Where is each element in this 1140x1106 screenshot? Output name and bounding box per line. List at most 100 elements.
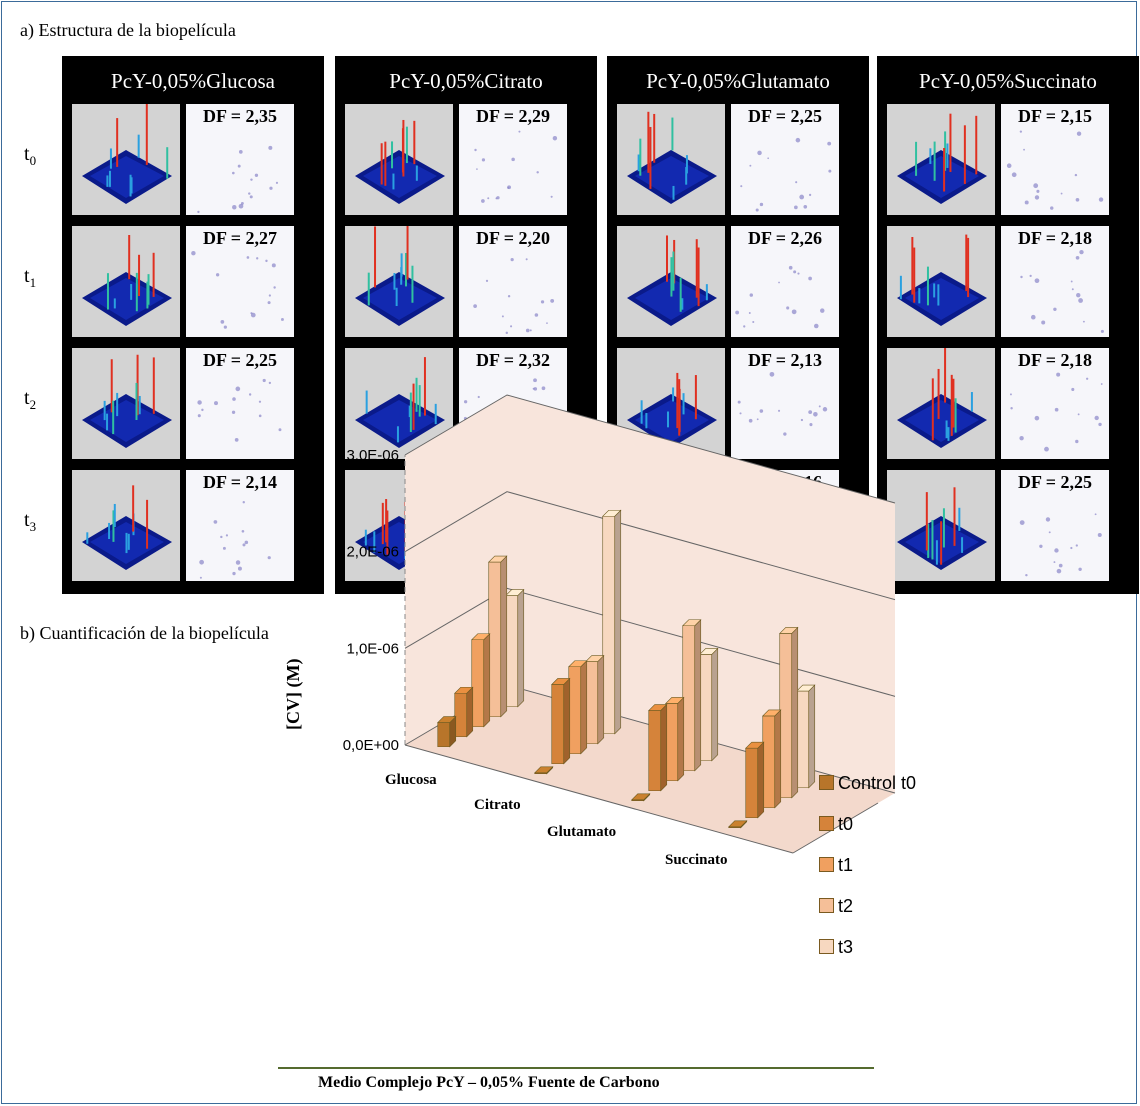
micrograph-image: DF = 2,14 [186, 470, 294, 581]
surface-plot-image [887, 226, 995, 337]
legend-item: t0 [819, 813, 853, 835]
micrograph-image: DF = 2,25 [186, 348, 294, 459]
bar-top [437, 716, 457, 723]
bar-t1-glucosa [471, 639, 485, 728]
section-b-title: b) Cuantificación de la biopelícula [20, 623, 269, 643]
surface-plot-image [345, 104, 453, 215]
bar-side [597, 654, 605, 745]
y-axis-label: [CV] (M) [283, 658, 303, 730]
x-category-label: Glucosa [385, 772, 437, 788]
bar-top [745, 741, 765, 749]
y-tick-label: 0,0E+00 [343, 737, 399, 754]
legend-item: t1 [819, 854, 853, 876]
panel-glucosa: PcY-0,05%Glucosa DF = 2,35 DF = 2,27 DF = 2… [62, 56, 324, 594]
bar-side [466, 686, 474, 738]
surface-plot-image [887, 348, 995, 459]
bar-top [505, 589, 525, 596]
surface-plot-image [887, 470, 995, 581]
legend-swatch [819, 898, 834, 913]
legend-swatch [819, 775, 834, 790]
y-tick-label: 1,0E-06 [346, 640, 399, 657]
figure-caption: Medio Complejo PcY – 0,05% Fuente de Car… [318, 1074, 660, 1091]
fractal-dimension-label: DF = 2,29 [475, 106, 551, 126]
surface-plot-image [72, 226, 180, 337]
panel-title: PcY-0,05%Citrato [389, 69, 543, 93]
row-label-t0: t0 [24, 143, 37, 168]
bar-t2-succinato [779, 633, 793, 799]
bar-top [631, 793, 651, 801]
bar-side [660, 703, 668, 792]
bar-control-t0-glucosa [437, 722, 451, 748]
panel-title: PcY-0,05%Succinato [919, 69, 1097, 93]
bar-side [808, 684, 816, 789]
legend-item: Control t0 [819, 772, 916, 794]
bar-t2-glutamato [682, 625, 696, 772]
bar-t2-citrato [585, 661, 599, 745]
fractal-dimension-label: DF = 2,13 [747, 350, 823, 370]
surface-plot-image [345, 226, 453, 337]
bar-side [791, 626, 799, 799]
fractal-dimension-label: DF = 2,15 [1017, 106, 1093, 126]
legend-swatch [819, 816, 834, 831]
y-tick-label: 3,0E-06 [346, 447, 399, 464]
bar-top [648, 704, 668, 711]
row-label-t3: t3 [24, 509, 37, 534]
y-tick-label: 2,0E-06 [346, 544, 399, 561]
gridline [404, 394, 896, 504]
bar-t3-glutamato [699, 654, 713, 762]
bar-t3-citrato [602, 515, 616, 735]
bar-t0-citrato [551, 684, 565, 765]
surface-plot-image [72, 104, 180, 215]
legend-swatch [819, 857, 834, 872]
legend-label: Control t0 [838, 773, 917, 793]
fractal-dimension-label: DF = 2,18 [1017, 350, 1093, 370]
fractal-dimension-label: DF = 2,14 [202, 472, 278, 492]
bar-top [568, 660, 588, 668]
panel-succinato: PcY-0,05%Succinato DF = 2,15 DF = 2,18 DF =… [877, 56, 1139, 594]
micrograph-image: DF = 2,26 [731, 226, 839, 337]
bar-top [779, 627, 799, 634]
bar-top [585, 655, 605, 662]
fractal-dimension-label: DF = 2,27 [202, 228, 278, 248]
bar-top [728, 820, 748, 828]
x-category-label: Glutamato [547, 824, 617, 840]
surface-plot-image [72, 348, 180, 459]
micrograph-image: DF = 2,15 [1001, 104, 1109, 215]
x-axis-line [404, 744, 794, 854]
bar-t1-succinato [762, 715, 776, 809]
bar-side [614, 509, 622, 735]
bar-top [471, 633, 491, 641]
bar-side [580, 660, 588, 755]
bar-t1-glutamato [665, 703, 679, 782]
bar-top [796, 684, 816, 692]
fractal-dimension-label: DF = 2,25 [747, 106, 823, 126]
micrograph-image: DF = 2,18 [1001, 348, 1109, 459]
bar-t2-glucosa [488, 561, 502, 718]
bar-top [699, 648, 719, 655]
bar-side [694, 619, 702, 772]
bar-top [665, 697, 685, 704]
micrograph-image: DF = 2,25 [1001, 470, 1109, 581]
fractal-dimension-label: DF = 2,20 [475, 228, 551, 248]
legend-swatch [819, 939, 834, 954]
legend-label: t2 [838, 896, 854, 916]
micrograph-image: DF = 2,29 [459, 104, 567, 215]
row-label-t1: t1 [24, 265, 37, 290]
bar-side [563, 677, 571, 765]
micrograph-image: DF = 2,18 [1001, 226, 1109, 337]
bar-top [682, 619, 702, 627]
fractal-dimension-label: DF = 2,25 [202, 350, 278, 370]
fractal-dimension-label: DF = 2,35 [202, 106, 278, 126]
bar-top [551, 678, 571, 685]
bar-t3-glucosa [505, 595, 519, 708]
micrograph-image: DF = 2,25 [731, 104, 839, 215]
caption-rule [278, 1067, 874, 1069]
gridline [404, 491, 896, 601]
fractal-dimension-label: DF = 2,26 [747, 228, 823, 248]
surface-plot-image [72, 470, 180, 581]
bar-side [774, 709, 782, 809]
bar-t0-succinato [745, 747, 759, 819]
legend-item: t2 [819, 895, 853, 917]
bar-top [602, 509, 622, 517]
